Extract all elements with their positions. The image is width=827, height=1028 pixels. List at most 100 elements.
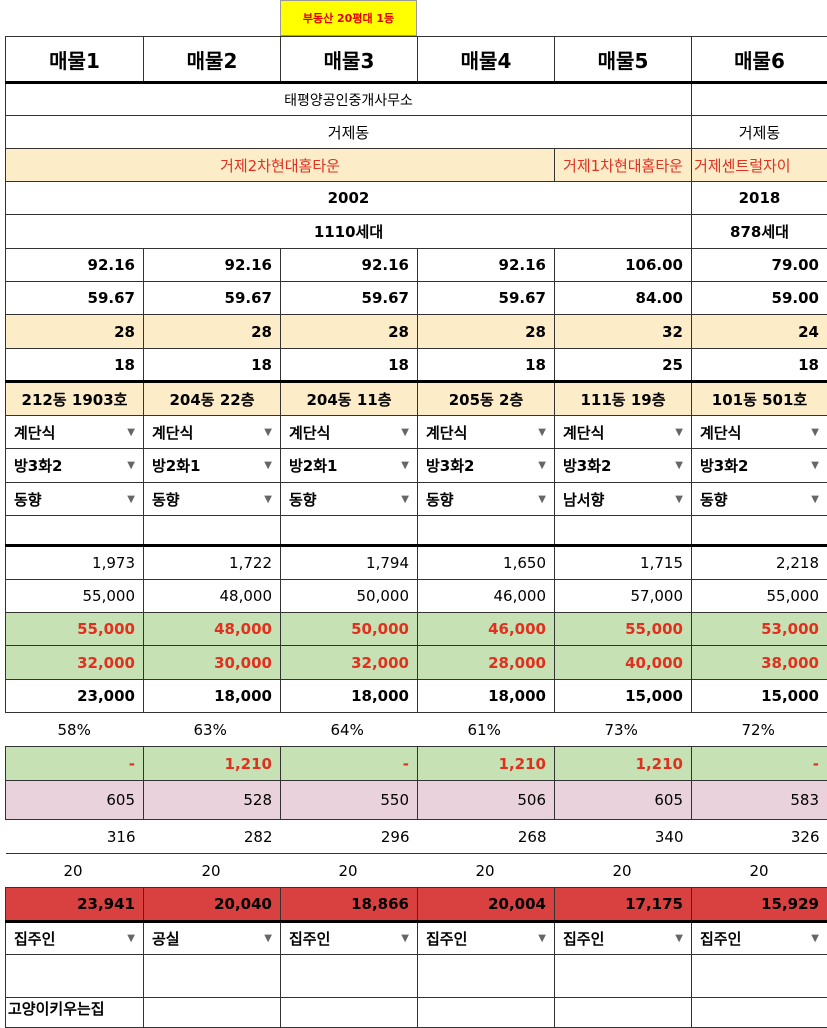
empty-cell[interactable]	[555, 516, 692, 546]
empty-cell[interactable]	[144, 998, 281, 1028]
etc-cell[interactable]: 268	[418, 820, 555, 854]
deal-price-cell[interactable]: 50,000	[281, 613, 418, 646]
agency-cell[interactable]: 태평양공인중개사무소	[6, 83, 692, 116]
ratio-cell[interactable]: 63%	[144, 713, 281, 747]
empty-cell[interactable]	[692, 83, 827, 116]
pyeong-ex-cell[interactable]: 18	[6, 349, 144, 382]
direction-dropdown[interactable]: 동향▼	[418, 483, 555, 516]
pyeong-cell[interactable]: 32	[555, 315, 692, 349]
misc-cell[interactable]: 20	[418, 854, 555, 888]
empty-cell[interactable]	[418, 516, 555, 546]
dropdown-arrow-icon[interactable]: ▼	[264, 494, 272, 505]
deal-price-cell[interactable]: 55,000	[555, 613, 692, 646]
tax-cell[interactable]: 605	[555, 781, 692, 820]
fee-cell[interactable]: -	[692, 747, 827, 781]
dropdown-arrow-icon[interactable]: ▼	[127, 427, 135, 438]
pyeong-ex-cell[interactable]: 18	[692, 349, 827, 382]
direction-dropdown[interactable]: 동향▼	[6, 483, 144, 516]
jeonse-cell[interactable]: 38,000	[692, 646, 827, 680]
deal-price-cell[interactable]: 46,000	[418, 613, 555, 646]
header-cell[interactable]: 매물5	[555, 37, 692, 83]
fee-cell[interactable]: 1,210	[555, 747, 692, 781]
structure-dropdown[interactable]: 계단식▼	[555, 416, 692, 449]
households-cell-6[interactable]: 878세대	[692, 215, 827, 249]
total-cell[interactable]: 18,866	[281, 888, 418, 922]
empty-cell[interactable]	[692, 516, 827, 546]
dong-cell[interactable]: 거제동	[6, 116, 692, 149]
gap-cell[interactable]: 18,000	[418, 680, 555, 713]
asking-cell[interactable]: 55,000	[6, 580, 144, 613]
etc-cell[interactable]: 340	[555, 820, 692, 854]
dropdown-arrow-icon[interactable]: ▼	[675, 427, 683, 438]
occupancy-dropdown[interactable]: 공실▼	[144, 922, 281, 955]
price-per-pyeong-cell[interactable]: 1,722	[144, 546, 281, 580]
direction-dropdown[interactable]: 동향▼	[144, 483, 281, 516]
rooms-dropdown[interactable]: 방3화2▼	[555, 449, 692, 483]
empty-cell[interactable]	[281, 998, 418, 1028]
dong-cell-6[interactable]: 거제동	[692, 116, 827, 149]
dropdown-arrow-icon[interactable]: ▼	[127, 460, 135, 471]
gap-cell[interactable]: 15,000	[555, 680, 692, 713]
rooms-dropdown[interactable]: 방2화1▼	[144, 449, 281, 483]
exclusive-area-cell[interactable]: 59.67	[144, 282, 281, 315]
occupancy-dropdown[interactable]: 집주인▼	[692, 922, 827, 955]
supply-area-cell[interactable]: 92.16	[144, 249, 281, 282]
header-cell[interactable]: 매물4	[418, 37, 555, 83]
supply-area-cell[interactable]: 79.00	[692, 249, 827, 282]
pyeong-ex-cell[interactable]: 25	[555, 349, 692, 382]
structure-dropdown[interactable]: 계단식▼	[418, 416, 555, 449]
unit-cell[interactable]: 204동 11층	[281, 382, 418, 416]
misc-cell[interactable]: 20	[555, 854, 692, 888]
price-per-pyeong-cell[interactable]: 2,218	[692, 546, 827, 580]
empty-cell[interactable]	[418, 998, 555, 1028]
header-cell[interactable]: 매물1	[6, 37, 144, 83]
structure-dropdown[interactable]: 계단식▼	[281, 416, 418, 449]
fee-cell[interactable]: -	[6, 747, 144, 781]
empty-cell[interactable]	[6, 955, 144, 998]
tax-cell[interactable]: 583	[692, 781, 827, 820]
supply-area-cell[interactable]: 92.16	[281, 249, 418, 282]
asking-cell[interactable]: 55,000	[692, 580, 827, 613]
pyeong-cell[interactable]: 28	[144, 315, 281, 349]
fee-cell[interactable]: 1,210	[144, 747, 281, 781]
empty-cell[interactable]	[144, 516, 281, 546]
jeonse-cell[interactable]: 30,000	[144, 646, 281, 680]
deal-price-cell[interactable]: 48,000	[144, 613, 281, 646]
tax-cell[interactable]: 550	[281, 781, 418, 820]
direction-dropdown[interactable]: 동향▼	[281, 483, 418, 516]
fee-cell[interactable]: 1,210	[418, 747, 555, 781]
asking-cell[interactable]: 48,000	[144, 580, 281, 613]
empty-cell[interactable]	[555, 998, 692, 1028]
etc-cell[interactable]: 282	[144, 820, 281, 854]
dropdown-arrow-icon[interactable]: ▼	[538, 460, 546, 471]
dropdown-arrow-icon[interactable]: ▼	[264, 460, 272, 471]
rooms-dropdown[interactable]: 방3화2▼	[692, 449, 827, 483]
households-cell[interactable]: 1110세대	[6, 215, 692, 249]
exclusive-area-cell[interactable]: 59.67	[418, 282, 555, 315]
note-cell[interactable]: 고양이키우는집	[6, 998, 144, 1028]
ratio-cell[interactable]: 72%	[692, 713, 827, 747]
dropdown-arrow-icon[interactable]: ▼	[264, 427, 272, 438]
pyeong-cell[interactable]: 24	[692, 315, 827, 349]
header-cell[interactable]: 매물3	[281, 37, 418, 83]
complex-cell-5[interactable]: 거제1차현대홈타운	[555, 149, 692, 182]
supply-area-cell[interactable]: 92.16	[418, 249, 555, 282]
dropdown-arrow-icon[interactable]: ▼	[538, 427, 546, 438]
price-per-pyeong-cell[interactable]: 1,650	[418, 546, 555, 580]
pyeong-cell[interactable]: 28	[281, 315, 418, 349]
gap-cell[interactable]: 18,000	[144, 680, 281, 713]
asking-cell[interactable]: 57,000	[555, 580, 692, 613]
structure-dropdown[interactable]: 계단식▼	[6, 416, 144, 449]
fee-cell[interactable]: -	[281, 747, 418, 781]
dropdown-arrow-icon[interactable]: ▼	[401, 427, 409, 438]
exclusive-area-cell[interactable]: 59.00	[692, 282, 827, 315]
total-cell[interactable]: 23,941	[6, 888, 144, 922]
dropdown-arrow-icon[interactable]: ▼	[264, 933, 272, 944]
dropdown-arrow-icon[interactable]: ▼	[811, 494, 819, 505]
etc-cell[interactable]: 296	[281, 820, 418, 854]
year-cell-6[interactable]: 2018	[692, 182, 827, 215]
total-cell[interactable]: 17,175	[555, 888, 692, 922]
empty-cell[interactable]	[6, 516, 144, 546]
empty-cell[interactable]	[418, 955, 555, 998]
pyeong-cell[interactable]: 28	[6, 315, 144, 349]
